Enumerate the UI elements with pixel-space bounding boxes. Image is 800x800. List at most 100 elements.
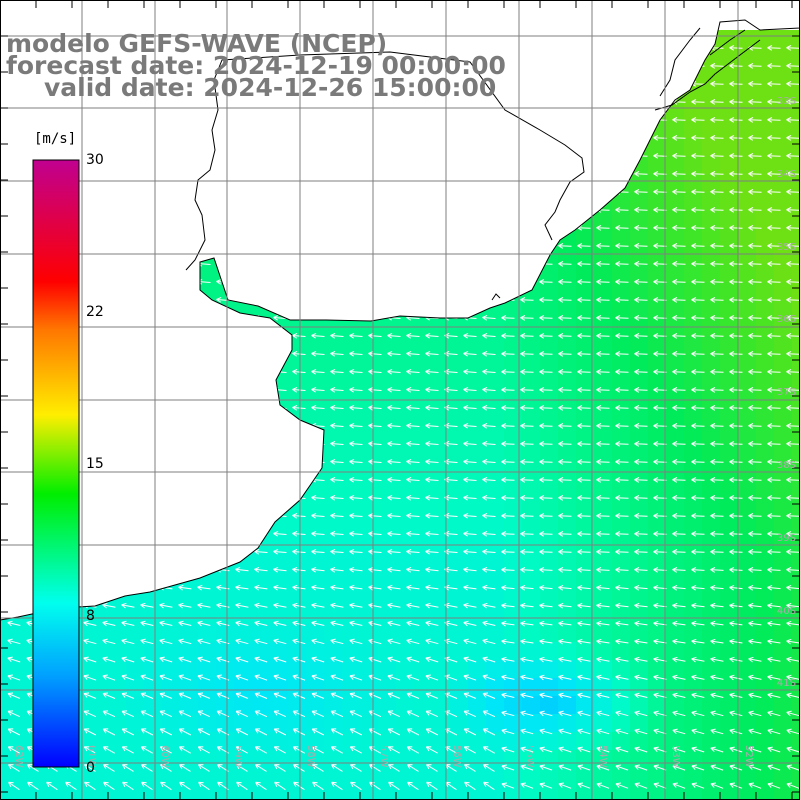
field-cell: [684, 714, 703, 733]
field-cell: [558, 732, 577, 751]
wind-arrow: [197, 710, 211, 718]
field-cell: [468, 552, 487, 571]
wind-arrow: [767, 620, 781, 627]
wind-arrow: [691, 495, 705, 501]
wind-arrow: [748, 584, 762, 591]
wind-arrow: [558, 423, 572, 429]
field-cell: [684, 120, 703, 139]
field-cell: [612, 462, 631, 481]
field-cell: [792, 660, 800, 679]
field-cell: [324, 714, 343, 733]
wind-arrow: [292, 602, 306, 609]
wind-arrow: [330, 656, 344, 663]
wind-arrow: [425, 566, 439, 573]
wind-arrow: [387, 656, 401, 663]
wind-arrow: [577, 333, 591, 339]
field-cell: [378, 498, 397, 517]
field-cell: [414, 660, 433, 679]
field-cell: [558, 300, 577, 319]
wind-arrow: [710, 441, 724, 447]
field-cell: [540, 282, 559, 301]
wind-arrow: [520, 549, 534, 555]
field-cell: [702, 210, 721, 229]
field-cell: [684, 390, 703, 409]
field-cell: [594, 732, 613, 751]
wind-arrow: [311, 530, 325, 537]
wind-arrow: [691, 171, 705, 177]
wind-arrow: [558, 692, 572, 699]
field-cell: [180, 624, 199, 643]
field-cell: [792, 354, 800, 373]
field-cell: [540, 534, 559, 553]
field-cell: [684, 498, 703, 517]
wind-arrow: [444, 386, 458, 393]
field-cell: [630, 336, 649, 355]
field-cell: [792, 606, 800, 625]
wind-arrow: [520, 333, 534, 339]
wind-arrow: [672, 477, 686, 483]
wind-arrow: [672, 261, 686, 267]
wind-arrow: [786, 441, 800, 447]
field-cell: [738, 498, 757, 517]
field-cell: [0, 750, 19, 769]
field-cell: [738, 390, 757, 409]
field-cell: [450, 768, 469, 787]
wind-arrow: [691, 423, 705, 429]
wind-arrow: [786, 63, 800, 69]
wind-arrow: [729, 207, 743, 213]
field-cell: [612, 786, 631, 800]
wind-arrow: [273, 602, 287, 609]
wind-arrow: [520, 656, 534, 663]
field-cell: [684, 156, 703, 175]
wind-arrow: [463, 332, 477, 339]
field-cell: [126, 624, 145, 643]
field-cell: [684, 444, 703, 463]
field-cell: [396, 480, 415, 499]
field-cell: [684, 660, 703, 679]
field-cell: [792, 642, 800, 661]
wind-arrow: [388, 764, 400, 772]
wind-arrow: [501, 764, 515, 771]
field-cell: [684, 570, 703, 589]
wind-arrow: [748, 405, 762, 411]
wind-arrow: [7, 656, 21, 663]
field-cell: [324, 372, 343, 391]
wind-arrow: [482, 584, 496, 591]
field-cell: [648, 570, 667, 589]
field-cell: [108, 642, 127, 661]
field-cell: [360, 516, 379, 535]
wind-arrow: [767, 764, 781, 771]
wind-arrow: [634, 261, 648, 267]
wind-arrow: [482, 476, 496, 483]
field-cell: [306, 570, 325, 589]
field-cell: [504, 570, 523, 589]
field-cell: [756, 120, 775, 139]
wind-arrow: [786, 225, 800, 231]
wind-arrow: [520, 602, 534, 609]
field-cell: [162, 606, 181, 625]
field-cell: [576, 354, 595, 373]
field-cell: [198, 642, 217, 661]
wind-arrow: [349, 458, 363, 465]
colorbar: [32, 159, 80, 768]
field-cell: [504, 444, 523, 463]
wind-arrow: [292, 710, 306, 718]
wind-arrow: [710, 584, 724, 591]
wind-arrow: [691, 728, 705, 735]
field-cell: [666, 660, 685, 679]
wind-arrow: [672, 423, 686, 429]
wind-arrow: [596, 782, 610, 789]
field-cell: [558, 660, 577, 679]
field-cell: [756, 66, 775, 85]
wind-arrow: [520, 405, 534, 411]
field-cell: [558, 282, 577, 301]
field-cell: [18, 678, 37, 697]
wind-arrow: [178, 620, 192, 627]
field-cell: [126, 660, 145, 679]
wind-arrow: [634, 369, 648, 375]
wind-arrow: [767, 171, 781, 177]
wind-arrow: [710, 279, 724, 285]
field-cell: [342, 678, 361, 697]
field-cell: [648, 516, 667, 535]
wind-arrow: [577, 692, 591, 699]
